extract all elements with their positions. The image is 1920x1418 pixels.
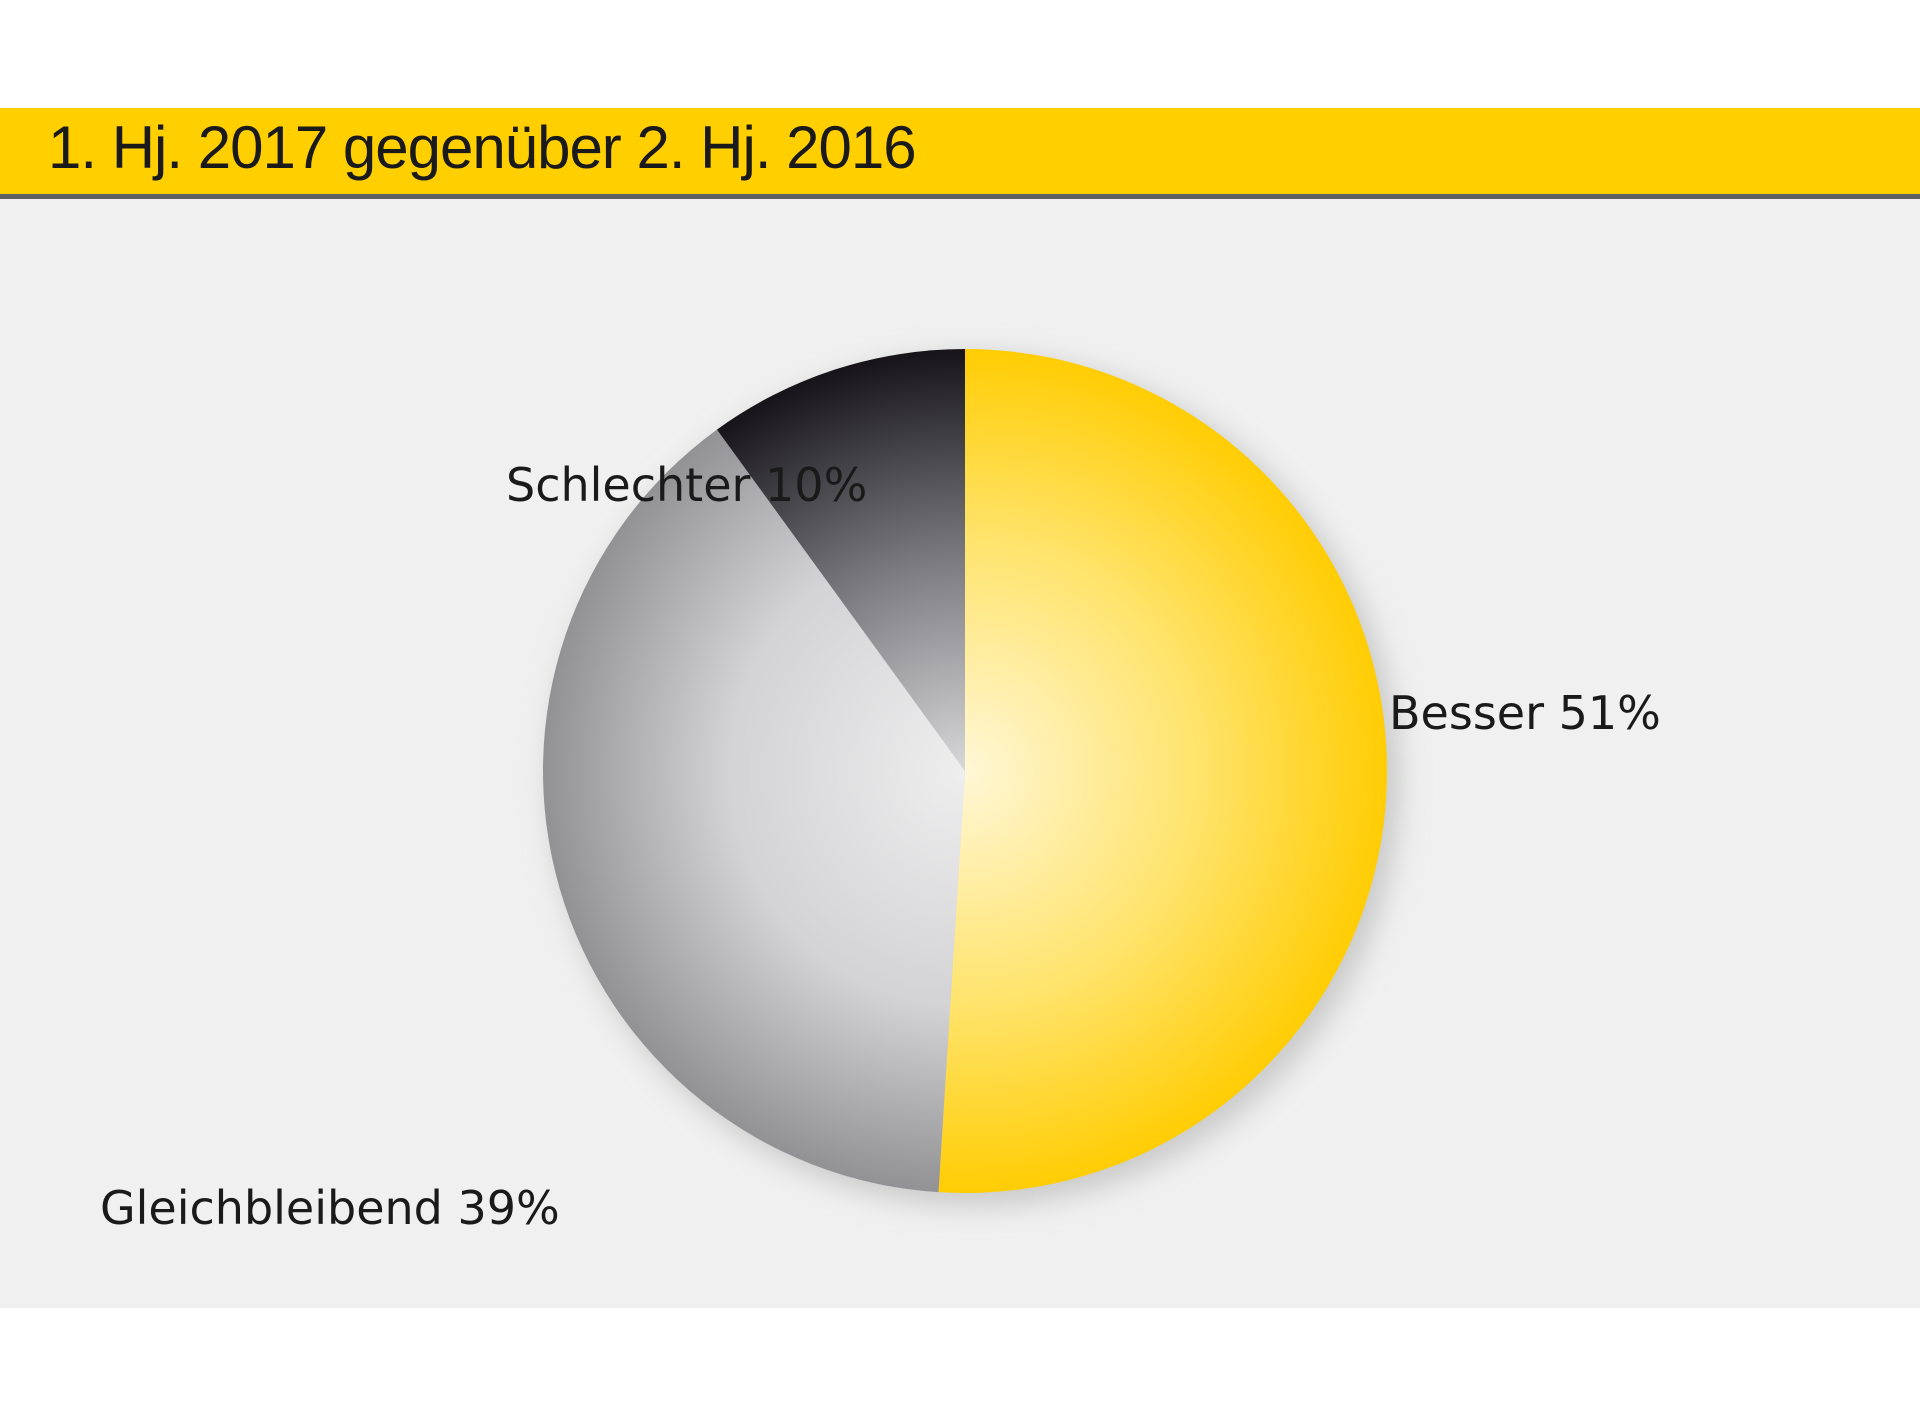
chart-panel: Schlechter 10% Besser 51% Gleichbleibend… — [0, 199, 1920, 1308]
pie-slice-besser — [938, 349, 1388, 1193]
pie-slice-gleichbleibend — [542, 429, 965, 1193]
chart-title: 1. Hj. 2017 gegenüber 2. Hj. 2016 — [48, 114, 917, 181]
pie-slice-schlechter — [716, 349, 965, 771]
pie-chart: Schlechter 10% Besser 51% Gleichbleibend… — [100, 349, 1661, 1235]
label-schlechter: Schlechter 10% — [506, 458, 867, 512]
title-bar: 1. Hj. 2017 gegenüber 2. Hj. 2016 — [0, 108, 1920, 199]
label-gleichbleibend: Gleichbleibend 39% — [100, 1181, 560, 1235]
label-besser: Besser 51% — [1389, 686, 1661, 740]
